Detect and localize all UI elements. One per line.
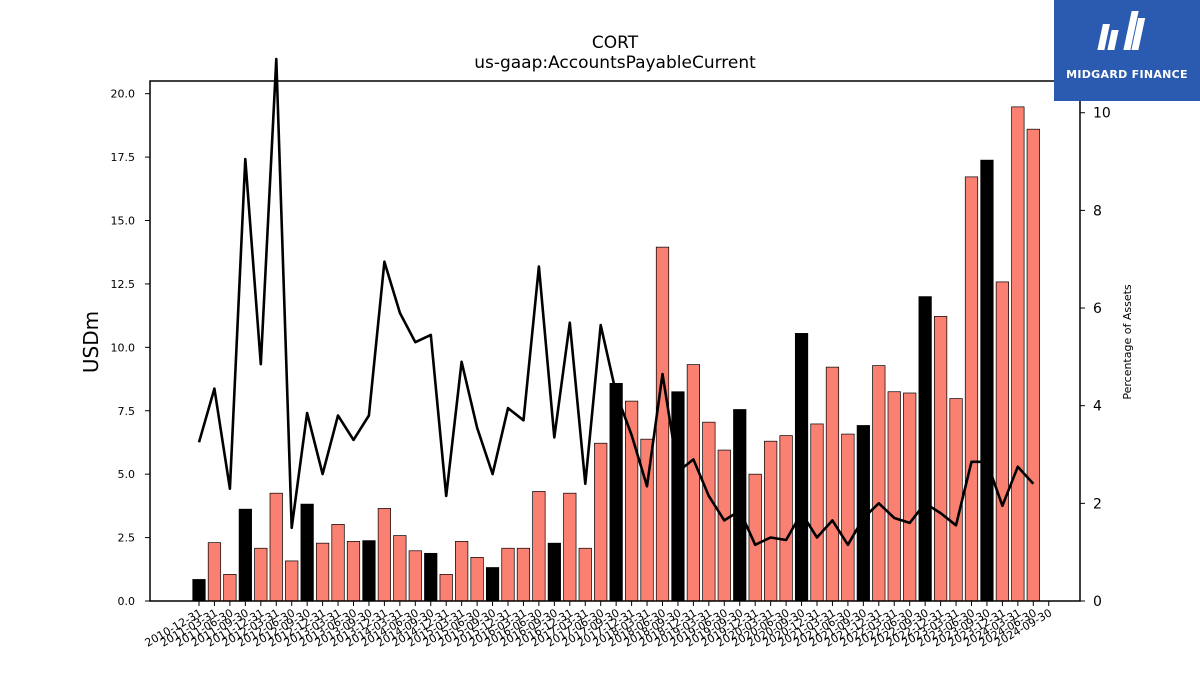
bar-2013-06-30 — [346, 541, 361, 602]
bar-2014-12-31 — [439, 574, 453, 602]
bar-2023-09-30 — [980, 159, 994, 602]
y2-tick-label: 4 — [1093, 399, 1102, 415]
bar-series — [192, 106, 1040, 602]
bar-2020-12-31 — [810, 423, 824, 602]
bar-2018-06-30 — [655, 246, 670, 602]
y2-tick-label: 0 — [1093, 594, 1102, 610]
bar-2022-06-30 — [903, 392, 917, 602]
y-tick-label: 0.0 — [118, 595, 136, 608]
bar-2015-09-30 — [485, 567, 500, 602]
bar-2010-12-31 — [192, 579, 206, 602]
bar-2020-03-31 — [764, 440, 778, 602]
percentage-line — [197, 57, 1035, 547]
logo-text: MIDGARD FINANCE — [1066, 68, 1188, 81]
bar-2023-12-31 — [995, 281, 1010, 602]
bar-2017-12-31 — [624, 400, 639, 602]
y2-tick-label: 10 — [1093, 106, 1111, 122]
y-tick-label: 5.0 — [118, 468, 136, 481]
bar-2023-03-31 — [949, 398, 963, 602]
bar-2019-03-31 — [702, 421, 716, 602]
bar-2014-03-31 — [393, 535, 407, 602]
midgard-finance-logo: MIDGARD FINANCE — [1054, 0, 1200, 101]
bar-2020-06-30 — [779, 435, 793, 602]
bar-2012-12-31 — [316, 542, 330, 602]
bar-2024-03-31 — [1011, 106, 1025, 602]
bar-2013-09-30 — [362, 540, 376, 602]
bar-2018-12-31 — [686, 364, 701, 602]
bar-2019-09-30 — [733, 409, 747, 602]
bar-2011-09-30 — [238, 508, 252, 602]
bar-2018-09-30 — [671, 391, 685, 602]
bar-2020-09-30 — [794, 333, 809, 602]
bar-2023-06-30 — [964, 176, 979, 602]
y-tick-label: 7.5 — [118, 405, 136, 418]
chart-title: CORT — [591, 33, 639, 53]
midgard-logo-icon — [1097, 11, 1146, 50]
bar-2012-03-31 — [269, 492, 283, 602]
bar-2019-06-30 — [717, 449, 731, 602]
bar-2017-03-31 — [578, 547, 592, 602]
bar-2021-06-30 — [841, 433, 855, 602]
y2-tick-label: 6 — [1093, 301, 1102, 317]
bar-2016-09-30 — [547, 542, 561, 602]
bar-2014-09-30 — [424, 552, 438, 602]
bar-2012-06-30 — [285, 560, 299, 602]
bar-2016-12-31 — [563, 492, 577, 602]
bar-2015-03-31 — [455, 541, 469, 602]
axes: 0.02.55.07.510.012.515.017.520.002468102… — [111, 80, 1111, 650]
bar-2022-09-30 — [918, 296, 932, 602]
bar-2012-09-30 — [300, 503, 314, 602]
y-tick-label: 15.0 — [111, 215, 136, 228]
y-tick-label: 10.0 — [111, 341, 136, 354]
y-tick-label: 20.0 — [111, 88, 136, 101]
y-tick-label: 17.5 — [111, 151, 136, 164]
bar-2016-03-31 — [516, 547, 531, 602]
bar-2017-09-30 — [609, 383, 623, 602]
bar-2011-03-31 — [207, 542, 222, 602]
bar-2014-06-30 — [408, 550, 422, 602]
bar-2011-12-31 — [254, 547, 268, 602]
bar-2013-12-31 — [377, 508, 391, 602]
percentage-line-series — [197, 57, 1035, 547]
bar-2022-12-31 — [933, 316, 948, 602]
bar-2022-03-31 — [887, 391, 901, 602]
chart-subtitle: us-gaap:AccountsPayableCurrent — [474, 53, 756, 73]
y2-tick-label: 8 — [1093, 203, 1102, 219]
y-tick-label: 2.5 — [118, 532, 136, 545]
bar-2017-06-30 — [594, 442, 608, 602]
bar-2024-06-30 — [1026, 128, 1040, 602]
y-axis-label: USDm — [79, 311, 103, 373]
bar-2011-06-30 — [223, 574, 237, 602]
y2-tick-label: 2 — [1093, 496, 1102, 512]
bar-2013-03-31 — [331, 524, 345, 602]
y-tick-label: 12.5 — [111, 278, 136, 291]
bar-2015-12-31 — [501, 547, 515, 602]
bar-2021-12-31 — [872, 365, 886, 602]
bar-2015-06-30 — [470, 557, 484, 602]
bar-2021-03-31 — [825, 366, 840, 602]
bar-2016-06-30 — [532, 491, 546, 602]
y2-axis-label: Percentage of Assets — [1121, 284, 1134, 400]
plot-frame — [149, 80, 1081, 602]
